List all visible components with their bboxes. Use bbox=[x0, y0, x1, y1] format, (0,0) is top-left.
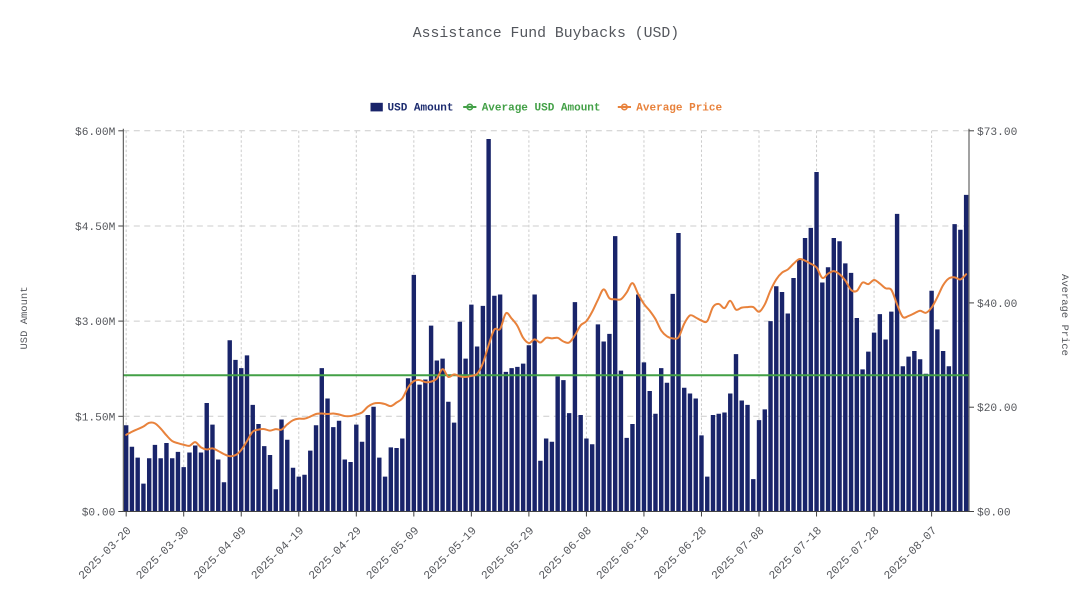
svg-text:$0.00: $0.00 bbox=[82, 508, 116, 520]
svg-text:$6.00M: $6.00M bbox=[75, 127, 115, 139]
svg-text:$73.00: $73.00 bbox=[977, 127, 1018, 139]
svg-text:Average Price: Average Price bbox=[636, 103, 722, 115]
svg-text:$40.00: $40.00 bbox=[977, 299, 1018, 311]
svg-text:$1.50M: $1.50M bbox=[75, 412, 115, 424]
svg-text:$3.00M: $3.00M bbox=[75, 317, 115, 329]
svg-text:Assistance Fund Buybacks (USD): Assistance Fund Buybacks (USD) bbox=[413, 26, 679, 42]
svg-text:$4.50M: $4.50M bbox=[75, 222, 115, 234]
svg-text:Average Price: Average Price bbox=[1058, 274, 1070, 356]
svg-text:$0.00: $0.00 bbox=[977, 508, 1011, 520]
svg-text:USD Amount: USD Amount bbox=[388, 103, 454, 115]
svg-text:USD Amount: USD Amount bbox=[19, 286, 31, 349]
svg-text:Average USD Amount: Average USD Amount bbox=[482, 103, 601, 115]
svg-text:$20.00: $20.00 bbox=[977, 403, 1018, 415]
